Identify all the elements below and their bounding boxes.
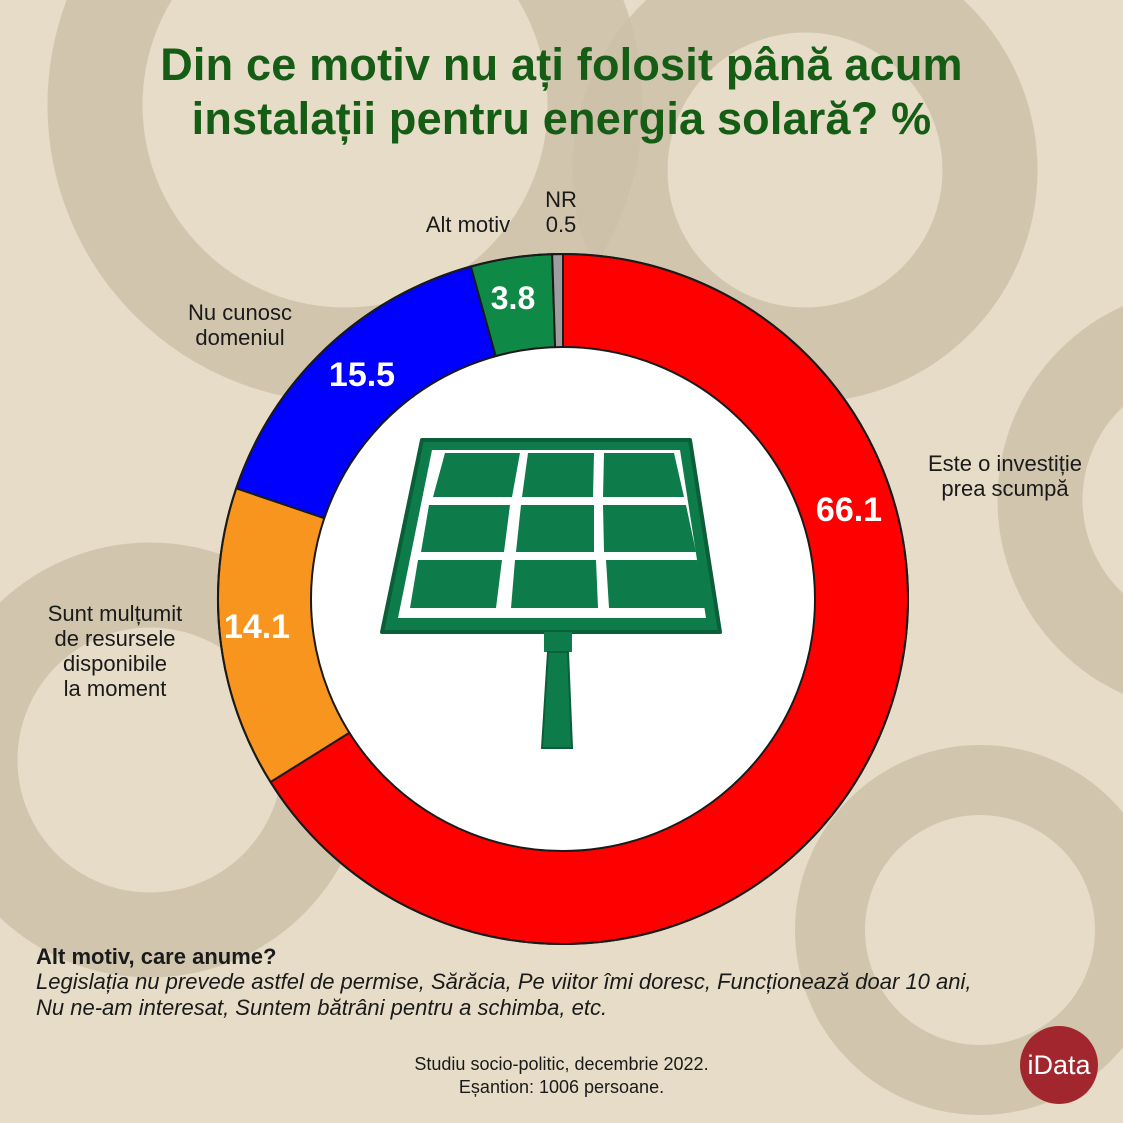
source-line-2: Eșantion: 1006 persoane. [458, 1077, 665, 1097]
outer-ring-outline [217, 253, 909, 945]
label-satisfied-line-2: de resursele [54, 626, 176, 651]
label-expensive: Este o investiție prea scumpă [905, 451, 1105, 501]
label-nr-text: NR [545, 187, 577, 212]
label-satisfied-line-3: disponibile [63, 651, 167, 676]
label-expensive-line-2: prea scumpă [941, 476, 1069, 501]
note-line-1: Legislația nu prevede astfel de permise,… [36, 969, 972, 994]
value-unknown-domain: 15.5 [328, 356, 396, 394]
idata-logo: iData [1020, 1026, 1098, 1104]
chart-title: Din ce motiv nu ați folosit până acum in… [0, 38, 1123, 146]
label-unknown-domain: Nu cunosc domeniul [160, 300, 320, 350]
label-unknown-line-2: domeniul [195, 325, 285, 350]
label-unknown-line-1: Nu cunosc [188, 300, 292, 325]
solar-panel-icon [380, 438, 722, 749]
note-heading: Alt motiv, care anume? [36, 944, 277, 969]
source-line-1: Studiu socio-politic, decembrie 2022. [414, 1054, 709, 1074]
label-satisfied-line-4: la moment [63, 676, 167, 701]
label-other-reason: Alt motiv [425, 212, 511, 237]
value-satisfied: 14.1 [223, 608, 291, 646]
note-line-2: Nu ne-am interesat, Suntem bătrâni pentr… [36, 995, 608, 1020]
value-expensive: 66.1 [815, 491, 883, 529]
value-other-reason: 3.8 [490, 280, 536, 316]
label-nr: NR 0.5 [531, 187, 591, 237]
label-expensive-line-1: Este o investiție [927, 451, 1083, 476]
title-line-2: instalații pentru energia solară? % [191, 93, 932, 144]
note-body: Legislația nu prevede astfel de permise,… [36, 969, 1076, 1021]
title-line-1: Din ce motiv nu ați folosit până acum [160, 39, 963, 90]
label-satisfied-line-1: Sunt mulțumit [47, 601, 183, 626]
value-nr: 0.5 [545, 212, 577, 237]
label-satisfied: Sunt mulțumit de resursele disponibile l… [20, 601, 210, 701]
